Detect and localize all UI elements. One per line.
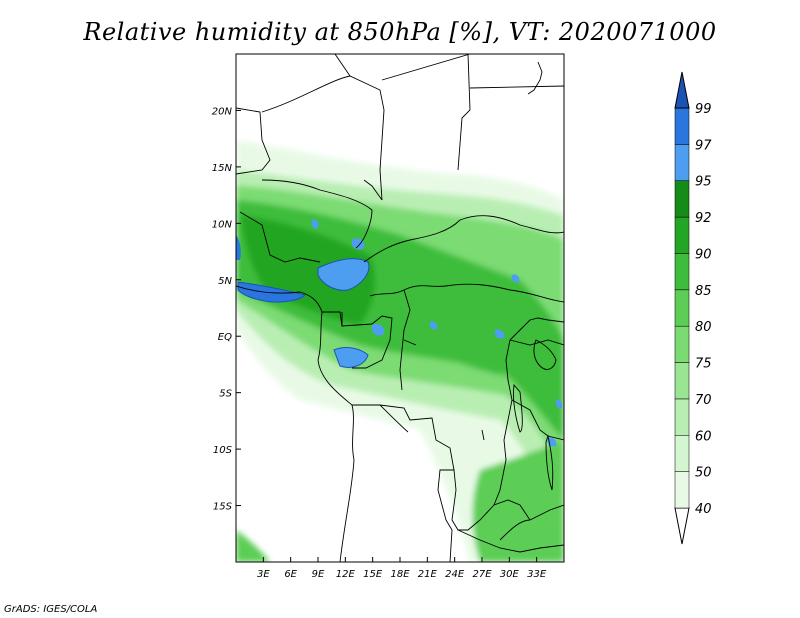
colorbar-below-triangle [674, 507, 690, 545]
lon-tick-label: 6E [284, 569, 297, 580]
lat-tick-label: 15S [213, 502, 233, 513]
lat-tick-label: 15N [212, 163, 233, 174]
colorbar-swatch [674, 325, 690, 363]
lat-tick-label: 10S [213, 445, 233, 456]
axis-ticks: 3E 6E 9E 12E 15E 18E 21E 24E 27E 30E 33E 20N 15N 10N 5… [212, 106, 547, 580]
humidity-field [236, 54, 564, 562]
colorbar-label: 90 [695, 247, 712, 262]
colorbar-swatch [674, 435, 690, 472]
lon-tick-label: 24E [445, 569, 465, 580]
colorbar-swatch [674, 216, 690, 254]
colorbar-swatch [674, 362, 690, 400]
colorbar-above-triangle [674, 71, 690, 109]
colorbar-swatch [674, 144, 690, 181]
colorbar-swatch [674, 471, 690, 509]
colorbar-label: 70 [695, 393, 712, 408]
colorbar: 40 50 60 70 75 80 85 90 92 95 97 99 [674, 71, 712, 545]
lon-tick-label: 9E [312, 569, 325, 580]
lat-tick-label: 20N [212, 106, 233, 117]
lon-tick-label: 33E [527, 569, 547, 580]
colorbar-label: 92 [695, 211, 712, 226]
lon-tick-label: 15E [363, 569, 383, 580]
map-title: Relative humidity at 850hPa [%], VT: 202… [83, 18, 717, 46]
colorbar-label: 99 [695, 102, 712, 117]
lat-tick-label: 10N [212, 219, 233, 230]
colorbar-label: 60 [695, 429, 712, 444]
lon-tick-label: 18E [390, 569, 410, 580]
lat-tick-label: EQ [218, 332, 232, 343]
lon-tick-label: 12E [336, 569, 356, 580]
colorbar-label: 85 [695, 284, 712, 299]
colorbar-label: 95 [695, 175, 712, 190]
colorbar-swatch [674, 253, 690, 291]
lon-tick-label: 3E [257, 569, 270, 580]
lat-tick-label: 5S [219, 389, 232, 400]
colorbar-label: 97 [695, 138, 712, 153]
grads-credit: GrADS: IGES/COLA [4, 604, 98, 615]
colorbar-swatch [674, 289, 690, 327]
colorbar-label: 75 [695, 357, 712, 372]
colorbar-swatch [674, 180, 690, 218]
colorbar-label: 80 [695, 320, 712, 335]
colorbar-label: 50 [695, 466, 712, 481]
lat-tick-label: 5N [218, 276, 232, 287]
colorbar-swatch [674, 398, 690, 436]
boundaries [236, 54, 564, 562]
lon-tick-label: 30E [500, 569, 520, 580]
colorbar-swatch [674, 107, 690, 145]
lon-tick-label: 21E [418, 569, 438, 580]
lon-tick-label: 27E [472, 569, 492, 580]
colorbar-label: 40 [695, 502, 712, 517]
